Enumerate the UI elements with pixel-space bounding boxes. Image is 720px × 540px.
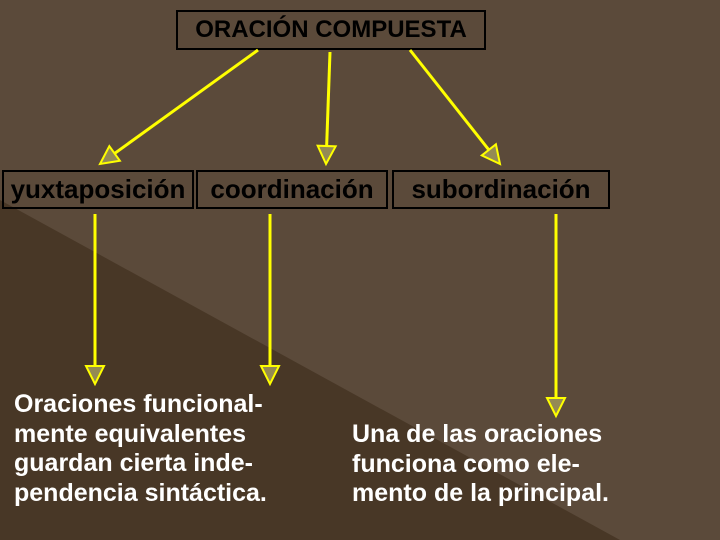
arrow-bottom-0 — [86, 214, 104, 384]
arrow-top-1-head — [318, 146, 336, 164]
description-1: Una de las oracionesfunciona como ele-me… — [352, 420, 682, 509]
arrow-top-1-shaft — [327, 52, 330, 146]
arrow-top-2-head — [482, 144, 500, 164]
category-box-2: subordinación — [392, 170, 610, 209]
arrow-bottom-1-head — [261, 366, 279, 384]
arrow-top-1 — [318, 52, 336, 164]
description-0: Oraciones funcional-mente equivalentesgu… — [14, 390, 334, 508]
arrow-bottom-2-head — [547, 398, 565, 416]
arrow-bottom-0-head — [86, 366, 104, 384]
title-box: ORACIÓN COMPUESTA — [176, 10, 486, 50]
category-box-0: yuxtaposición — [2, 170, 194, 209]
category-box-1: coordinación — [196, 170, 388, 209]
arrow-bottom-2 — [547, 214, 565, 416]
arrow-top-2 — [410, 50, 500, 164]
arrow-top-0-head — [100, 146, 120, 164]
arrow-top-0 — [100, 50, 258, 164]
arrow-top-0-shaft — [115, 50, 258, 153]
arrow-bottom-1 — [261, 214, 279, 384]
arrow-top-2-shaft — [410, 50, 489, 150]
